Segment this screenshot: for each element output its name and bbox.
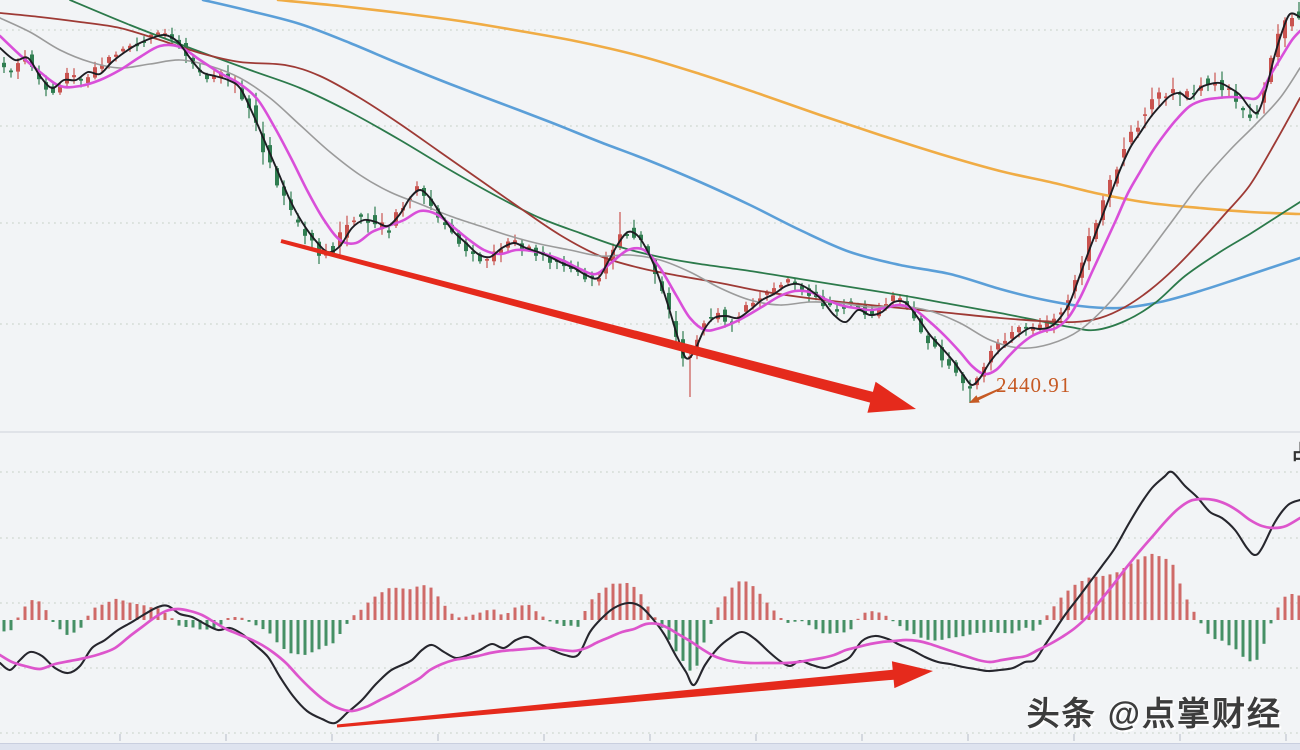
bottom-axis-band <box>0 743 1300 750</box>
downtrend-arrow <box>280 239 916 413</box>
uptrend-arrow <box>336 661 933 728</box>
ma-black <box>0 12 1300 386</box>
watermark: 头条 @点掌财经 <box>1026 695 1282 732</box>
ma-darkred <box>0 12 1300 324</box>
axis-ticks <box>119 734 1287 741</box>
ma-orange <box>276 0 1300 216</box>
dif-line <box>0 470 1300 725</box>
price-low-label: 2440.91 <box>996 373 1072 397</box>
price-low-pointer-arrow <box>969 387 1003 403</box>
ma-magenta <box>0 29 1300 376</box>
ma-green <box>69 0 1300 332</box>
ma-gray <box>0 17 1300 349</box>
dea-line <box>0 497 1300 713</box>
clipped-corner-glyph: 占 <box>1291 436 1300 465</box>
gridlines <box>0 29 1300 734</box>
